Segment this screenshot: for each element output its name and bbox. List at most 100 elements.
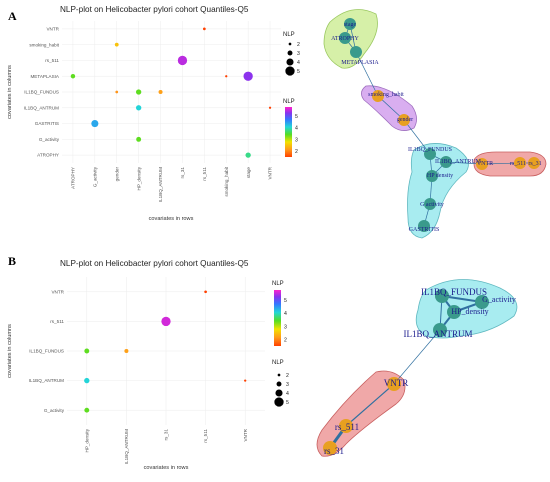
size-legend-dot — [276, 381, 282, 387]
node-label: ATROPHY — [331, 36, 359, 42]
node-label: METAPLASIA — [341, 60, 379, 66]
color-legend-a: 2 3 4 5 — [285, 107, 298, 157]
node-label: IL1BQ_FUNDUS — [421, 287, 487, 297]
node-atrophy — [339, 32, 351, 44]
node-rs-511-b — [339, 419, 353, 433]
node-metaplasia — [350, 46, 362, 58]
node-il1bq-antrum-b — [433, 323, 447, 337]
size-legend-label: 3 — [297, 51, 300, 57]
nlp-point — [245, 152, 251, 158]
node-smoking-habit — [372, 90, 384, 102]
nlp-point — [177, 55, 188, 66]
size-legend-label: 2 — [297, 42, 300, 48]
size-legend-label: 3 — [286, 382, 289, 388]
nlp-point — [70, 73, 76, 79]
node-g-activity — [424, 198, 436, 210]
y-ticks-a: VNTR smoking_habit rs_511 METAPLASIA IL1BQ_F… — [24, 26, 60, 157]
panel-a-label: A — [8, 9, 17, 23]
color-legend-label: 2 — [295, 149, 298, 155]
x-tick-label: rs_511 — [202, 167, 207, 181]
nlp-point — [135, 89, 142, 95]
nlp-point — [136, 136, 142, 142]
network-b-labels: IL1BQ_FUNDUS G_activity HP_density IL1BQ… — [324, 287, 516, 456]
node-label: IL1BQ_FUNDUS — [408, 147, 452, 153]
panel-b-label: B — [8, 254, 16, 268]
node-g-activity-b — [475, 295, 489, 309]
chart-a-title: NLP-plot on Helicobacter pylori cohort Q… — [60, 5, 249, 14]
y-axis-label-b: covariates in columns — [7, 324, 13, 378]
size-legend-dot — [285, 66, 295, 76]
nlp-point — [114, 42, 119, 47]
size-legend-dot — [286, 58, 294, 66]
node-label: HP density — [427, 173, 453, 179]
x-tick-label: gender — [114, 167, 119, 182]
nlp-point — [135, 105, 142, 111]
y-tick-label: smoking_habit — [29, 42, 59, 47]
size-legend-label: 4 — [297, 60, 300, 66]
node-label: VNTR — [477, 161, 493, 167]
node-label: stage — [344, 22, 357, 28]
node-gastritis — [418, 220, 430, 232]
node-il1bq-fundus — [424, 148, 436, 160]
node-label: G_activity — [482, 295, 516, 304]
y-tick-label: IL1BQ_FUNDUS — [24, 90, 59, 95]
network-a-labels: stage ATROPHY METAPLASIA smoking_habit g… — [331, 22, 542, 233]
x-tick-label: VNTR — [243, 428, 248, 441]
color-legend-label: 5 — [295, 114, 298, 120]
size-legend-label: 4 — [286, 391, 289, 397]
color-legend-bar — [274, 290, 281, 346]
network-b-nodes — [323, 289, 489, 455]
node-label: rs_31 — [324, 446, 344, 456]
x-tick-label: IL1BQ_ANTRUM — [158, 167, 163, 202]
y-ticks-b: VNTR rs_511 IL1BQ_FUNDUS IL1BQ_ANTRUM G_acti… — [29, 289, 65, 412]
y-tick-label: METAPLASIA — [30, 74, 59, 79]
node-label: G activity — [420, 202, 444, 208]
nlp-point — [84, 407, 90, 413]
nlp-point — [91, 120, 99, 128]
y-tick-label: GASTRITIS — [35, 121, 59, 126]
node-il1bq-antrum — [440, 156, 452, 168]
x-tick-label: VNTR — [268, 166, 273, 179]
y-tick-label: IL1BQ_ANTRUM — [24, 105, 59, 110]
node-rs-511 — [514, 157, 526, 169]
x-tick-label: G_activity — [92, 166, 97, 187]
x-tick-label: rs_511 — [203, 429, 208, 443]
y-tick-label: IL1BQ_ANTRUM — [29, 378, 64, 383]
x-ticks-a: ATROPHY G_activity gender HP_density IL1BQ_A… — [71, 166, 273, 202]
nlp-scatter-b: NLP-plot on Helicobacter pylori cohort Q… — [7, 259, 289, 471]
node-hp-density-b — [447, 305, 461, 319]
y-tick-label: rs_511 — [50, 319, 64, 324]
nlp-point — [244, 379, 247, 382]
nlp-point — [124, 348, 129, 354]
node-vntr — [476, 158, 488, 170]
node-label: gender — [397, 117, 413, 123]
color-legend-label: 5 — [284, 298, 287, 304]
color-legend-title-a: NLP — [283, 99, 295, 105]
nlp-point — [204, 290, 207, 294]
node-gender — [398, 114, 410, 126]
node-label: rs_31 — [528, 161, 541, 167]
size-legend-b: 2 3 4 5 — [274, 373, 289, 407]
node-label: VNTR — [384, 378, 409, 388]
size-legend-title-a: NLP — [283, 32, 295, 38]
x-tick-label: stage — [246, 167, 251, 179]
color-legend-label: 2 — [284, 337, 287, 343]
node-hp-density — [426, 170, 438, 182]
color-legend-label: 4 — [295, 126, 298, 132]
size-legend-label: 2 — [286, 373, 289, 379]
y-tick-label: G_activity — [39, 137, 60, 142]
size-legend-label: 5 — [297, 69, 300, 75]
y-tick-label: VNTR — [46, 26, 59, 31]
chart-b-title: NLP-plot on Helicobacter pylori cohort Q… — [60, 259, 249, 268]
y-tick-label: IL1BQ_FUNDUS — [29, 349, 64, 354]
x-tick-label: IL1BQ_ANTRUM — [124, 429, 129, 464]
size-legend-a: 2 3 4 5 — [285, 42, 300, 76]
x-tick-label: smoking_habit — [224, 166, 229, 196]
x-tick-label: HP_density — [84, 428, 89, 452]
nlp-point — [115, 90, 119, 94]
node-label: HP_density — [451, 307, 488, 316]
node-rs-31 — [528, 157, 540, 169]
size-legend-dot — [275, 389, 283, 397]
network-a-nodes — [339, 18, 540, 232]
y-tick-label: VNTR — [51, 289, 64, 294]
